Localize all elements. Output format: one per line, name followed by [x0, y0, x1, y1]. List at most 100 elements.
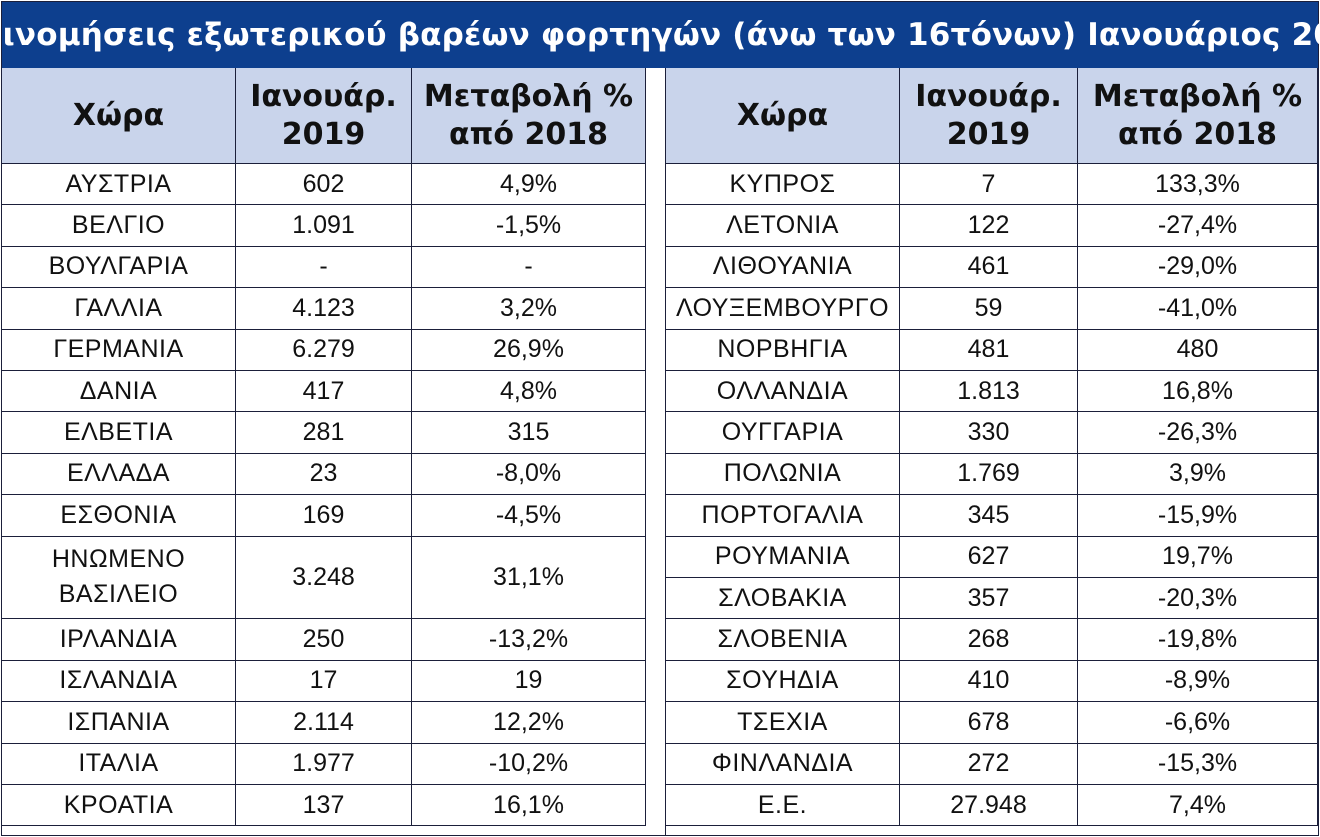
right-row-13-change: -8,9%	[1078, 660, 1318, 703]
left-row-14-change: -10,2%	[412, 743, 646, 785]
right-row-4-count: 59	[900, 288, 1078, 330]
left-row-4-country: ΓΑΛΛΙΑ	[2, 288, 236, 330]
left-row-12-change: 19	[412, 660, 646, 703]
left-row-6-country: ΔΑΝΙΑ	[2, 371, 236, 413]
left-header-country: Χώρα	[2, 68, 236, 164]
left-row-8-change: -8,0%	[412, 453, 646, 496]
left-row-7-country: ΕΛΒΕΤΙΑ	[2, 412, 236, 454]
left-row-3-change: -	[412, 246, 646, 289]
left-row-5-country: ΓΕΡΜΑΝΙΑ	[2, 329, 236, 371]
left-row-11-country: ΙΡΛΑΝΔΙΑ	[2, 619, 236, 661]
right-row-6-count: 1.813	[900, 371, 1078, 413]
left-row-1-change: 4,9%	[412, 164, 646, 206]
left-row-5-count: 6.279	[236, 329, 412, 371]
right-row-1-count: 7	[900, 164, 1078, 206]
right-row-9-count: 345	[900, 495, 1078, 537]
left-row-15-country: ΚΡΟΑΤΙΑ	[2, 785, 236, 827]
right-row-2-change: -27,4%	[1078, 205, 1318, 247]
left-row-12-country: ΙΣΛΑΝΔΙΑ	[2, 660, 236, 703]
left-row-13-count: 2.114	[236, 702, 412, 744]
left-row-15-change: 16,1%	[412, 785, 646, 827]
left-row-2-country: ΒΕΛΓΙΟ	[2, 205, 236, 247]
right-row-12-count: 268	[900, 619, 1078, 661]
left-row-13-country: ΙΣΠΑΝΙΑ	[2, 702, 236, 744]
right-row-15-count: 272	[900, 743, 1078, 785]
right-row-7-count: 330	[900, 412, 1078, 454]
left-row-2-count: 1.091	[236, 205, 412, 247]
right-row-13-country: ΣΟΥΗΔΙΑ	[666, 660, 900, 703]
left-row-11-count: 250	[236, 619, 412, 661]
right-row-16-change: 7,4%	[1078, 785, 1318, 827]
left-row-14-count: 1.977	[236, 743, 412, 785]
left-row-4-count: 4.123	[236, 288, 412, 330]
table-title: Ταξινομήσεις εξωτερικού βαρέων φορτηγών …	[0, 2, 1320, 68]
left-row-10-count: 3.248	[236, 536, 412, 620]
left-header-count: Ιανουάρ. 2019	[236, 68, 412, 164]
left-row-14-country: ΙΤΑΛΙΑ	[2, 743, 236, 785]
table-divider	[646, 68, 666, 835]
right-row-15-change: -15,3%	[1078, 743, 1318, 785]
left-row-3-country: ΒΟΥΛΓΑΡΙΑ	[2, 246, 236, 289]
left-row-8-country: ΕΛΛΑΔΑ	[2, 453, 236, 496]
right-row-2-count: 122	[900, 205, 1078, 247]
left-row-7-count: 281	[236, 412, 412, 454]
left-row-9-count: 169	[236, 495, 412, 537]
left-row-12-count: 17	[236, 660, 412, 703]
left-row-11-change: -13,2%	[412, 619, 646, 661]
left-row-7-change: 315	[412, 412, 646, 454]
right-row-9-country: ΠΟΡΤΟΓΑΛΙΑ	[666, 495, 900, 537]
right-row-5-count: 481	[900, 329, 1078, 371]
right-row-14-change: -6,6%	[1078, 702, 1318, 744]
left-row-15-count: 137	[236, 785, 412, 827]
right-row-3-count: 461	[900, 246, 1078, 289]
left-row-10-country: ΗΝΩΜΕΝΟ ΒΑΣΙΛΕΙΟ	[2, 536, 236, 620]
right-row-4-change: -41,0%	[1078, 288, 1318, 330]
left-row-10-change: 31,1%	[412, 536, 646, 620]
left-row-3-count: -	[236, 246, 412, 289]
right-row-5-change: 480	[1078, 329, 1318, 371]
right-row-8-count: 1.769	[900, 453, 1078, 496]
left-row-8-count: 23	[236, 453, 412, 496]
right-row-6-change: 16,8%	[1078, 371, 1318, 413]
right-row-5-country: ΝΟΡΒΗΓΙΑ	[666, 329, 900, 371]
left-row-5-change: 26,9%	[412, 329, 646, 371]
right-row-15-country: ΦΙΝΛΑΝΔΙΑ	[666, 743, 900, 785]
right-row-2-country: ΛΕΤΟΝΙΑ	[666, 205, 900, 247]
right-row-3-country: ΛΙΘΟΥΑΝΙΑ	[666, 246, 900, 289]
left-row-9-change: -4,5%	[412, 495, 646, 537]
right-row-8-change: 3,9%	[1078, 453, 1318, 496]
left-row-9-country: ΕΣΘΟΝΙΑ	[2, 495, 236, 537]
left-row-6-change: 4,8%	[412, 371, 646, 413]
right-row-16-count: 27.948	[900, 785, 1078, 827]
right-row-3-change: -29,0%	[1078, 246, 1318, 289]
left-row-13-change: 12,2%	[412, 702, 646, 744]
right-row-1-country: ΚΥΠΡΟΣ	[666, 164, 900, 206]
right-row-11-country: ΣΛΟΒΑΚΙΑ	[666, 578, 900, 620]
right-row-14-count: 678	[900, 702, 1078, 744]
right-row-8-country: ΠΟΛΩΝΙΑ	[666, 453, 900, 496]
right-header-country: Χώρα	[666, 68, 900, 164]
right-row-10-change: 19,7%	[1078, 536, 1318, 578]
right-row-6-country: ΟΛΛΑΝΔΙΑ	[666, 371, 900, 413]
right-row-9-change: -15,9%	[1078, 495, 1318, 537]
right-header-change: Μεταβολή % από 2018	[1078, 68, 1318, 164]
right-row-10-country: ΡΟΥΜΑΝΙΑ	[666, 536, 900, 578]
right-row-4-country: ΛΟΥΞΕΜΒΟΥΡΓΟ	[666, 288, 900, 330]
right-row-13-count: 410	[900, 660, 1078, 703]
right-row-14-country: ΤΣΕΧΙΑ	[666, 702, 900, 744]
left-row-6-count: 417	[236, 371, 412, 413]
right-row-11-change: -20,3%	[1078, 578, 1318, 620]
left-row-4-change: 3,2%	[412, 288, 646, 330]
left-row-1-country: ΑΥΣΤΡΙΑ	[2, 164, 236, 206]
right-header-count: Ιανουάρ. 2019	[900, 68, 1078, 164]
right-row-12-change: -19,8%	[1078, 619, 1318, 661]
right-row-10-count: 627	[900, 536, 1078, 578]
left-row-2-change: -1,5%	[412, 205, 646, 247]
left-header-change: Μεταβολή % από 2018	[412, 68, 646, 164]
right-row-12-country: ΣΛΟΒΕΝΙΑ	[666, 619, 900, 661]
left-row-1-count: 602	[236, 164, 412, 206]
right-row-1-change: 133,3%	[1078, 164, 1318, 206]
right-row-7-country: ΟΥΓΓΑΡΙΑ	[666, 412, 900, 454]
right-row-11-count: 357	[900, 578, 1078, 620]
